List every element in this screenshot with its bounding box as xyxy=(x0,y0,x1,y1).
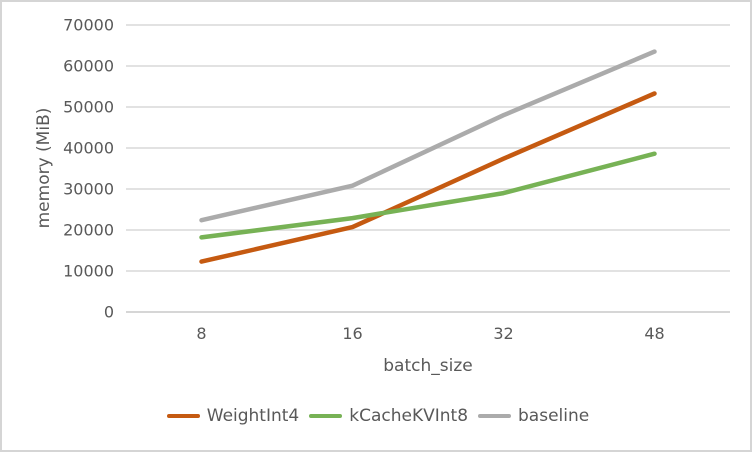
y-tick-label: 20000 xyxy=(63,220,114,240)
y-tick-label: 40000 xyxy=(63,138,114,158)
legend-label: kCacheKVInt8 xyxy=(349,406,469,426)
y-tick-label: 10000 xyxy=(63,261,114,281)
legend-item-kCacheKVInt8: kCacheKVInt8 xyxy=(309,406,468,426)
legend-swatch-icon xyxy=(478,413,512,419)
x-tick-label: 8 xyxy=(196,324,207,343)
y-axis-tick-labels: 0 10000 20000 30000 40000 50000 60000 70000 xyxy=(2,2,114,450)
legend-label: WeightInt4 xyxy=(206,406,300,426)
x-tick-label: 16 xyxy=(342,324,363,343)
series-line-kCacheKVInt8 xyxy=(199,151,657,240)
legend-label: baseline xyxy=(518,406,590,426)
legend-swatch-icon xyxy=(166,413,200,419)
y-tick-label: 50000 xyxy=(63,97,114,117)
legend-item-baseline: baseline xyxy=(478,406,589,426)
legend: WeightInt4 kCacheKVInt8 baseline xyxy=(2,406,750,426)
series-line-baseline xyxy=(199,49,657,223)
y-tick-label: 70000 xyxy=(63,15,114,35)
legend-swatch-icon xyxy=(309,413,343,419)
series-line-WeightInt4 xyxy=(199,91,657,264)
legend-item-WeightInt4: WeightInt4 xyxy=(166,406,300,426)
x-tick-label: 32 xyxy=(493,324,514,343)
y-tick-label: 30000 xyxy=(63,179,114,199)
x-tick-label: 48 xyxy=(644,324,665,343)
y-tick-label: 60000 xyxy=(63,56,114,76)
y-tick-label: 0 xyxy=(103,302,114,322)
x-axis-title: batch_size xyxy=(383,356,473,376)
